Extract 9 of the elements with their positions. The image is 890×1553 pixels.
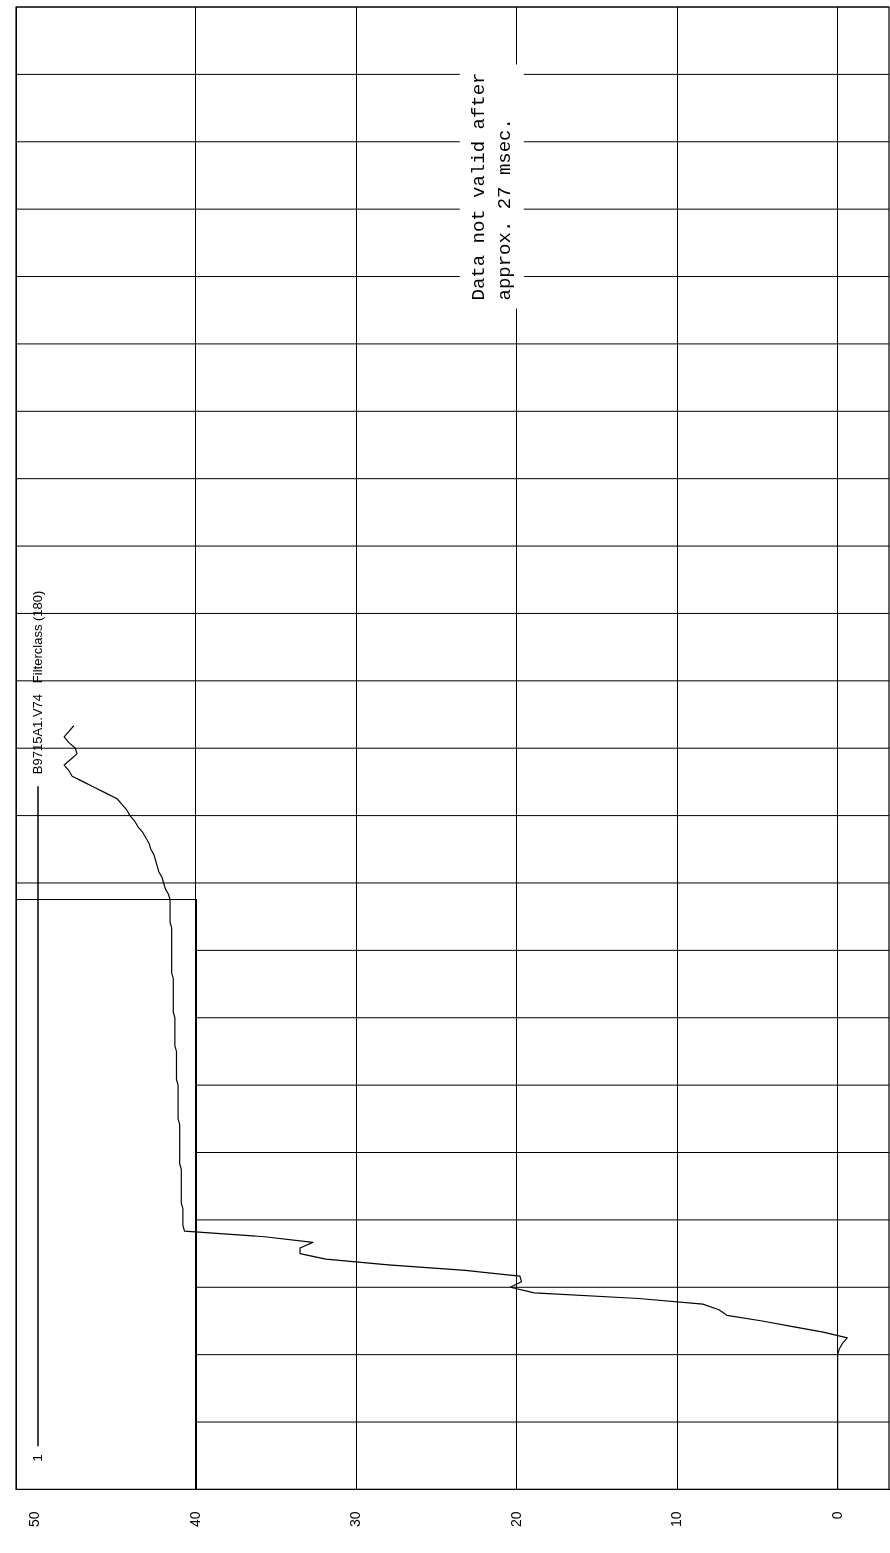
x-tick-label: 20 xyxy=(507,1511,524,1528)
x-tick-label: 40 xyxy=(186,1511,203,1528)
legend-title: 1 xyxy=(29,1454,45,1462)
x-tick-label: 30 xyxy=(347,1511,364,1528)
x-tick-label: 50 xyxy=(26,1511,43,1528)
x-tick-label: 10 xyxy=(668,1511,685,1528)
annotation: Data not valid after approx. 27 msec. xyxy=(467,72,516,301)
x-tick-label: 0 xyxy=(828,1511,845,1520)
text: B9715A1.V74 Filterclass (180) xyxy=(29,590,45,775)
